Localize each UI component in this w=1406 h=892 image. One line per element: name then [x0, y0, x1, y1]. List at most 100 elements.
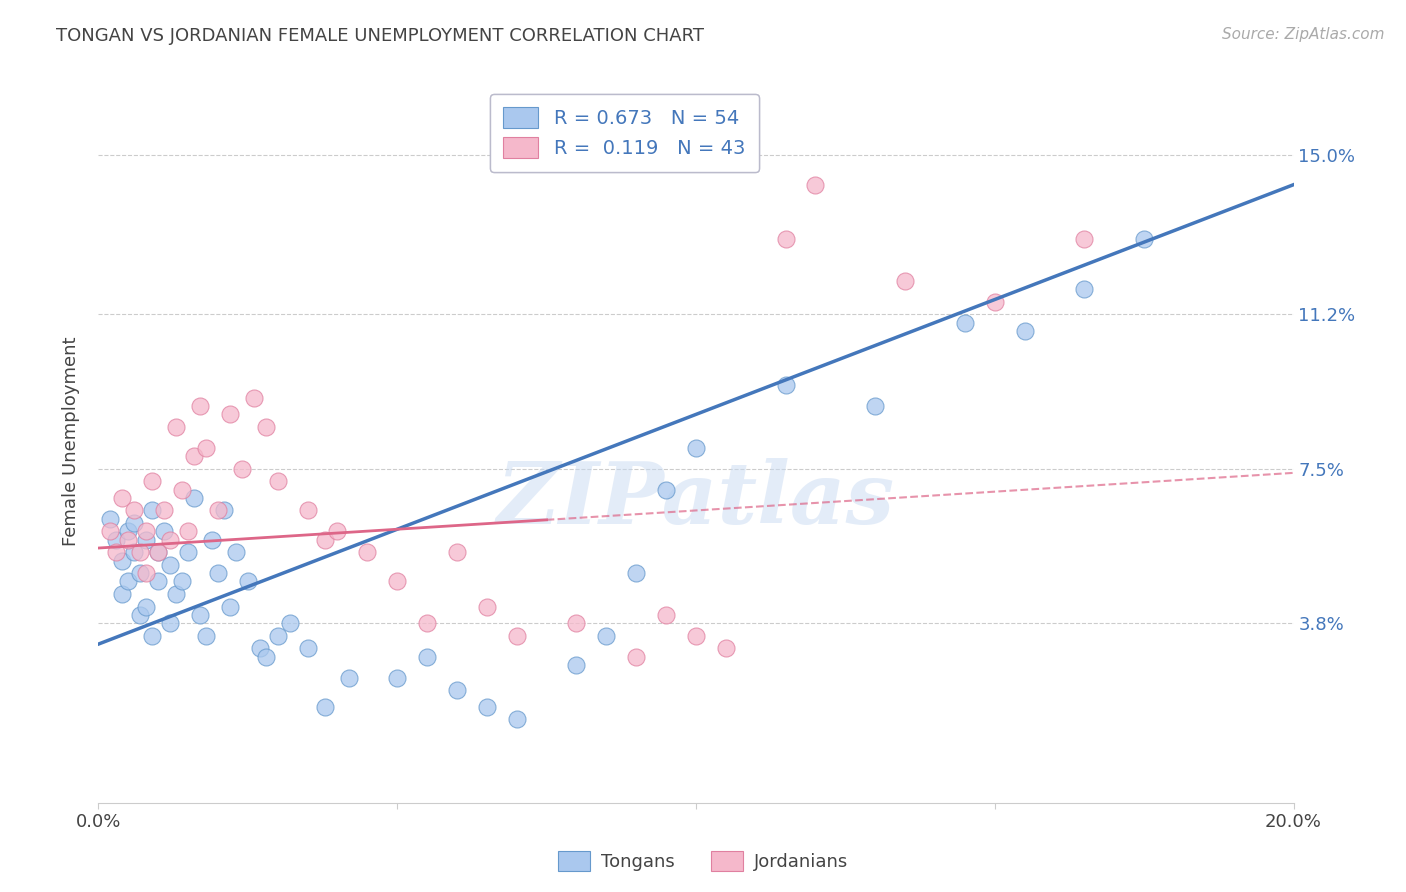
Point: [98, 512, 122, 526]
Point: [135, 533, 157, 547]
Text: ZIPatlas: ZIPatlas: [496, 458, 896, 541]
Legend: R = 0.673   N = 54, R =  0.119   N = 43: R = 0.673 N = 54, R = 0.119 N = 43: [489, 94, 759, 172]
Point: [506, 629, 529, 643]
Legend: Tongans, Jordanians: Tongans, Jordanians: [550, 844, 856, 879]
Point: [254, 420, 277, 434]
Point: [219, 599, 242, 614]
Point: [124, 545, 146, 559]
Point: [183, 491, 205, 505]
Point: [685, 441, 707, 455]
Point: [278, 616, 301, 631]
Point: [135, 566, 157, 580]
Point: [98, 524, 122, 539]
Point: [297, 503, 319, 517]
Point: [159, 558, 181, 572]
Point: [249, 641, 271, 656]
Point: [195, 629, 218, 643]
Text: Source: ZipAtlas.com: Source: ZipAtlas.com: [1222, 27, 1385, 42]
Point: [1014, 324, 1036, 338]
Point: [105, 545, 128, 559]
Point: [141, 629, 163, 643]
Point: [129, 566, 152, 580]
Point: [159, 616, 181, 631]
Point: [775, 232, 797, 246]
Point: [655, 607, 678, 622]
Point: [894, 274, 917, 288]
Point: [356, 545, 378, 559]
Point: [506, 712, 529, 726]
Point: [595, 629, 617, 643]
Point: [212, 503, 235, 517]
Point: [565, 616, 588, 631]
Point: [315, 533, 337, 547]
Point: [159, 533, 181, 547]
Point: [141, 474, 163, 488]
Point: [446, 683, 468, 698]
Point: [626, 649, 648, 664]
Point: [1133, 232, 1156, 246]
Point: [446, 545, 468, 559]
Point: [225, 545, 247, 559]
Point: [685, 629, 707, 643]
Point: [565, 657, 588, 672]
Point: [177, 524, 200, 539]
Point: [124, 503, 146, 517]
Point: [148, 545, 170, 559]
Point: [297, 641, 319, 656]
Point: [865, 399, 887, 413]
Point: [207, 566, 229, 580]
Point: [117, 533, 139, 547]
Point: [385, 671, 409, 685]
Point: [111, 491, 134, 505]
Point: [148, 574, 170, 589]
Point: [254, 649, 277, 664]
Point: [953, 316, 976, 330]
Point: [124, 516, 146, 530]
Point: [117, 524, 139, 539]
Point: [475, 699, 498, 714]
Point: [165, 420, 187, 434]
Point: [714, 641, 737, 656]
Point: [231, 461, 253, 475]
Point: [141, 503, 163, 517]
Point: [105, 533, 128, 547]
Point: [416, 616, 439, 631]
Point: [188, 607, 211, 622]
Point: [177, 545, 200, 559]
Point: [201, 533, 224, 547]
Point: [267, 474, 290, 488]
Point: [135, 599, 157, 614]
Point: [188, 399, 211, 413]
Point: [129, 607, 152, 622]
Point: [775, 378, 797, 392]
Point: [172, 483, 194, 497]
Point: [129, 545, 152, 559]
Point: [135, 524, 157, 539]
Point: [236, 574, 259, 589]
Point: [195, 441, 218, 455]
Y-axis label: Female Unemployment: Female Unemployment: [62, 337, 80, 546]
Point: [385, 574, 409, 589]
Point: [117, 574, 139, 589]
Point: [475, 599, 498, 614]
Point: [207, 503, 229, 517]
Text: TONGAN VS JORDANIAN FEMALE UNEMPLOYMENT CORRELATION CHART: TONGAN VS JORDANIAN FEMALE UNEMPLOYMENT …: [56, 27, 704, 45]
Point: [416, 649, 439, 664]
Point: [1073, 232, 1095, 246]
Point: [655, 483, 678, 497]
Point: [172, 574, 194, 589]
Point: [153, 503, 176, 517]
Point: [153, 524, 176, 539]
Point: [243, 391, 266, 405]
Point: [804, 178, 827, 192]
Point: [1073, 282, 1095, 296]
Point: [626, 566, 648, 580]
Point: [111, 587, 134, 601]
Point: [165, 587, 187, 601]
Point: [267, 629, 290, 643]
Point: [219, 408, 242, 422]
Point: [148, 545, 170, 559]
Point: [326, 524, 349, 539]
Point: [111, 553, 134, 567]
Point: [984, 294, 1007, 309]
